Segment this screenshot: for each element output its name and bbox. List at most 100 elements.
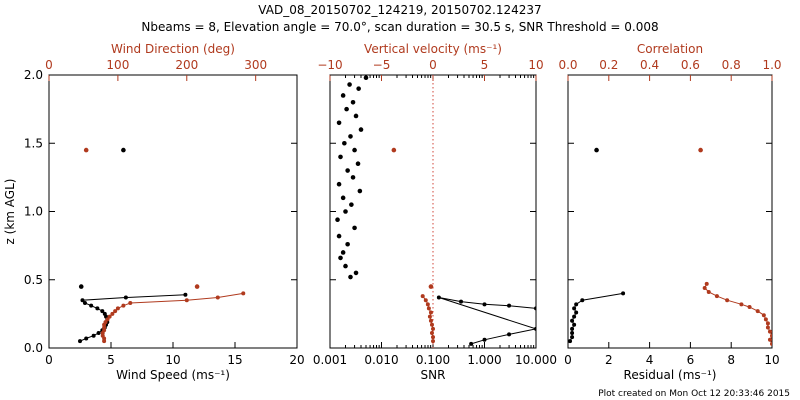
wind-direction-profile-point xyxy=(121,303,126,308)
snr-profile-point xyxy=(482,302,487,307)
wind-direction-profile-point xyxy=(110,311,115,316)
bottom-tick-label: 5 xyxy=(107,353,115,367)
residual-profile-point xyxy=(574,310,579,315)
snr-point xyxy=(347,82,352,87)
wind-speed-profile-line xyxy=(79,294,186,342)
vertical-velocity-profile-point xyxy=(423,298,428,303)
wind-direction-profile-line xyxy=(102,292,244,342)
vertical-velocity-profile-point xyxy=(429,322,434,327)
vertical-velocity-profile-point xyxy=(428,318,433,323)
snr-profile-point xyxy=(507,303,512,308)
correlation-profile-point xyxy=(725,298,730,303)
plot-created-footer: Plot created on Mon Oct 12 20:33:46 2015 xyxy=(598,389,790,399)
bottom-tick-label: 0 xyxy=(564,353,572,367)
residual-point xyxy=(594,147,599,153)
residual-profile-point xyxy=(568,339,573,344)
residual-profile-point xyxy=(570,326,575,331)
vertical-velocity-profile-point xyxy=(429,330,434,335)
vertical-velocity-profile-point xyxy=(431,326,435,331)
top-tick-label: 100 xyxy=(106,58,129,72)
residual-profile-point xyxy=(570,318,575,323)
wind-speed-profile-point xyxy=(80,298,85,303)
wind-direction-profile-point xyxy=(184,298,189,303)
snr-point xyxy=(348,274,353,280)
top-tick-label: 200 xyxy=(175,58,198,72)
snr-point xyxy=(350,175,356,180)
residual-profile-point xyxy=(570,330,575,335)
snr-profile-line xyxy=(438,297,536,345)
wind-speed-profile-point xyxy=(78,339,82,344)
snr-point xyxy=(343,263,348,269)
snr-point xyxy=(352,147,357,153)
wind-direction-profile-point xyxy=(105,317,110,322)
snr-point xyxy=(336,120,342,126)
snr-profile-point xyxy=(469,341,474,346)
correlation-profile-point xyxy=(747,305,752,310)
snr-point xyxy=(342,140,347,146)
plot-area xyxy=(78,147,246,344)
top-tick-label: 0.2 xyxy=(599,58,618,72)
plot-area xyxy=(335,75,536,346)
wind-direction-point xyxy=(83,147,89,153)
wind-direction-profile-point xyxy=(103,320,108,325)
snr-point xyxy=(340,195,346,201)
bottom-tick-label: 8 xyxy=(727,353,735,367)
correlation-profile-point xyxy=(755,309,760,314)
wind-direction-profile-point xyxy=(107,314,112,319)
wind-direction-point xyxy=(194,284,200,289)
wind-speed-profile-point xyxy=(84,336,89,341)
y-tick-label: 1.5 xyxy=(24,136,43,150)
snr-point xyxy=(348,134,353,139)
snr-point xyxy=(357,188,363,194)
top-axis-label: Vertical velocity (ms⁻¹) xyxy=(364,42,502,56)
snr-profile-point xyxy=(436,295,441,300)
correlation-profile-point xyxy=(763,317,768,322)
top-tick-label: 10 xyxy=(528,58,543,72)
bottom-tick-label: 0.100 xyxy=(416,353,450,367)
y-tick-label: 0.5 xyxy=(24,273,43,287)
snr-profile-point xyxy=(534,326,536,331)
plot-area xyxy=(568,147,772,346)
snr-profile-point xyxy=(534,306,536,311)
residual-profile-point xyxy=(580,298,585,303)
wind-speed-point xyxy=(78,284,84,289)
bottom-tick-label: 6 xyxy=(687,353,695,367)
wind-speed-profile-point xyxy=(102,311,107,316)
snr-point xyxy=(340,93,346,98)
top-tick-label: 0 xyxy=(429,58,437,72)
correlation-profile-point xyxy=(704,281,709,286)
snr-point xyxy=(335,217,340,222)
wind-speed-profile-point xyxy=(183,292,188,297)
top-tick-label: 0.8 xyxy=(722,58,741,72)
correlation-point xyxy=(698,147,703,153)
figure-title-line2: Nbeams = 8, Elevation angle = 70.0°, sca… xyxy=(141,20,658,34)
vertical-velocity-point xyxy=(428,284,434,289)
correlation-profile-point xyxy=(765,321,770,326)
snr-profile-point xyxy=(459,299,464,304)
snr-point xyxy=(338,154,343,160)
residual-profile-line xyxy=(569,292,624,342)
y-tick-label: 0.0 xyxy=(24,341,43,355)
vertical-velocity-profile-point xyxy=(426,306,431,311)
snr-point xyxy=(363,75,369,81)
snr-point xyxy=(353,113,359,119)
correlation-profile-point xyxy=(770,333,772,338)
vertical-velocity-point xyxy=(391,147,397,153)
top-tick-label: −5 xyxy=(373,58,391,72)
bottom-tick-label: 10.000 xyxy=(515,353,557,367)
correlation-profile-point xyxy=(706,290,711,295)
top-tick-label: 0.0 xyxy=(558,58,577,72)
correlation-profile-line xyxy=(704,283,772,345)
wind-speed-profile-point xyxy=(100,309,105,314)
top-axis-label: Correlation xyxy=(637,42,703,56)
snr-point xyxy=(345,241,350,247)
snr-point xyxy=(340,250,346,255)
bottom-axis-label: Wind Speed (ms⁻¹) xyxy=(116,368,230,382)
correlation-profile-point xyxy=(765,325,770,330)
residual-profile-point xyxy=(572,306,577,311)
wind-speed-profile-point xyxy=(91,333,96,338)
top-tick-label: −10 xyxy=(317,58,342,72)
snr-point xyxy=(338,255,343,261)
snr-point xyxy=(353,270,359,276)
